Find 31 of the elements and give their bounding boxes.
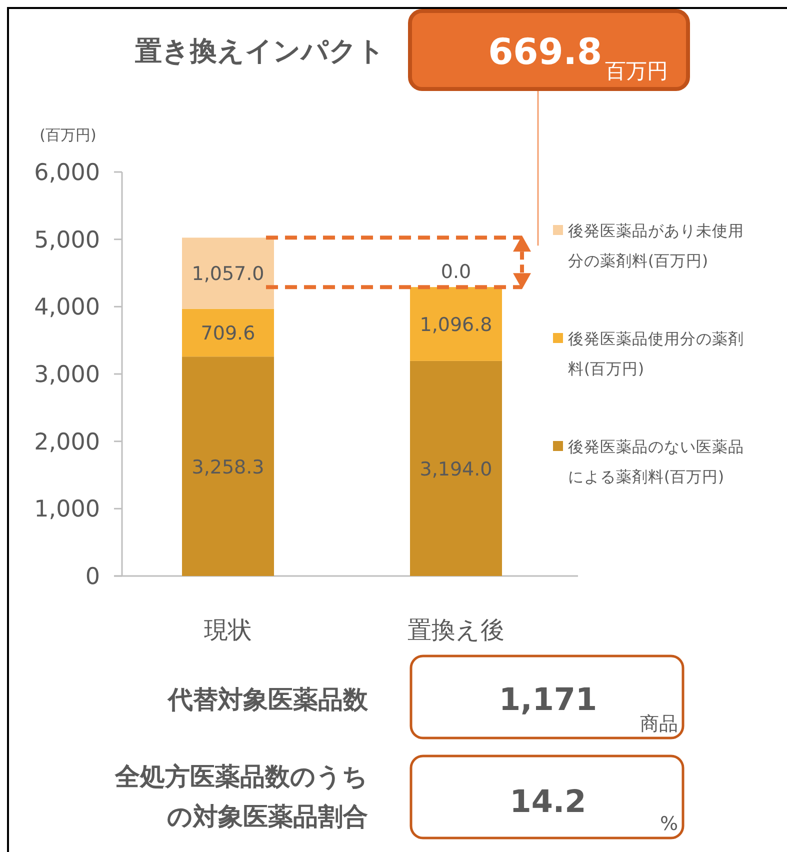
y-tick-label: 3,000 — [34, 362, 100, 388]
data-label: 709.6 — [200, 322, 256, 345]
chart-title: 置き換えインパクト — [134, 36, 385, 67]
legend-label: 後発医薬品があり未使用分の薬剤料(百万円) — [568, 222, 744, 270]
legend-label: 後発医薬品使用分の薬剤料(百万円) — [568, 330, 744, 378]
text: 14.2 — [510, 784, 586, 820]
y-axis-title: (百万円) — [40, 126, 96, 144]
text: 百万円 — [605, 59, 668, 83]
x-tick-label: 置換え後 — [408, 616, 504, 644]
y-tick-label: 2,000 — [34, 429, 100, 456]
y-tick-label: 0 — [85, 564, 100, 590]
bar — [410, 287, 502, 361]
data-label: 0.0 — [440, 261, 472, 284]
data-label: 1,096.8 — [420, 314, 492, 336]
y-tick-label: 6,000 — [34, 160, 100, 186]
text: 代替対象医薬品数 — [167, 685, 369, 714]
y-tick-label: 1,000 — [34, 496, 100, 523]
y-tick-label: 4,000 — [34, 294, 100, 321]
text: 669.8 — [488, 32, 602, 73]
y-tick-label: 5,000 — [34, 227, 100, 254]
text: 商品 — [640, 713, 678, 735]
text: 1,171 — [498, 682, 598, 718]
text: 全処方医薬品数のうちの対象医薬品割合 — [114, 762, 368, 831]
bar — [410, 360, 502, 576]
text: % — [660, 813, 678, 835]
data-label: 3,194.0 — [420, 458, 492, 480]
data-label: 3,258.3 — [192, 456, 264, 478]
data-label: 1,057.0 — [192, 263, 264, 286]
bar — [182, 356, 274, 576]
x-tick-label: 現状 — [204, 616, 252, 644]
legend-label: 後発医薬品のない医薬品による薬剤料(百万円) — [568, 438, 744, 486]
